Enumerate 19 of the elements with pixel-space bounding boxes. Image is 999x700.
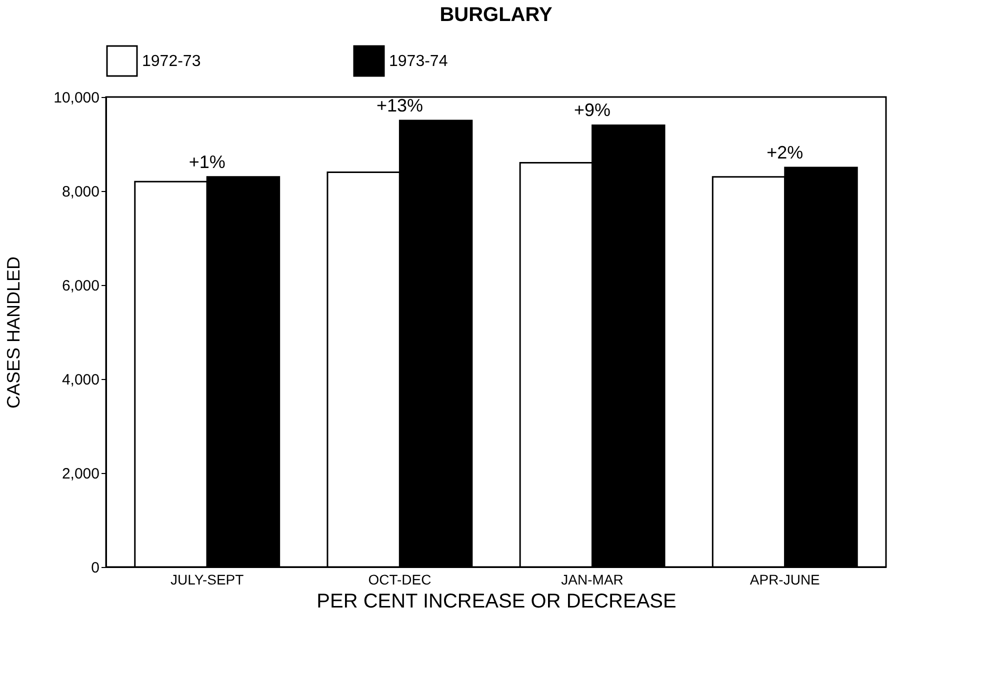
legend-label: 1973-74 — [389, 53, 448, 70]
y-tick-label: 0 — [91, 560, 100, 576]
x-tick-label: APR-JUNE — [750, 572, 820, 588]
annotation: +13% — [376, 96, 423, 116]
y-tick-label: 10,000 — [54, 90, 100, 106]
legend-label: 1972-73 — [142, 53, 201, 70]
y-tick-label: 2,000 — [62, 466, 100, 482]
x-tick-label: OCT-DEC — [368, 572, 432, 588]
y-tick-label: 8,000 — [62, 184, 100, 200]
y-tick-label: 4,000 — [62, 372, 100, 388]
x-tick-label: JULY-SEPT — [170, 572, 244, 588]
annotation: +1% — [188, 152, 226, 172]
x-tick-label: JAN-MAR — [561, 572, 624, 588]
annotation: +9% — [574, 100, 611, 120]
y-axis-title: CASES HANDLED — [4, 256, 24, 409]
annotation: +2% — [766, 142, 804, 162]
x-axis-title: PER CENT INCREASE OR DECREASE — [316, 590, 676, 612]
y-tick-label: 6,000 — [62, 278, 100, 294]
chart-title: BURGLARY — [440, 4, 553, 26]
